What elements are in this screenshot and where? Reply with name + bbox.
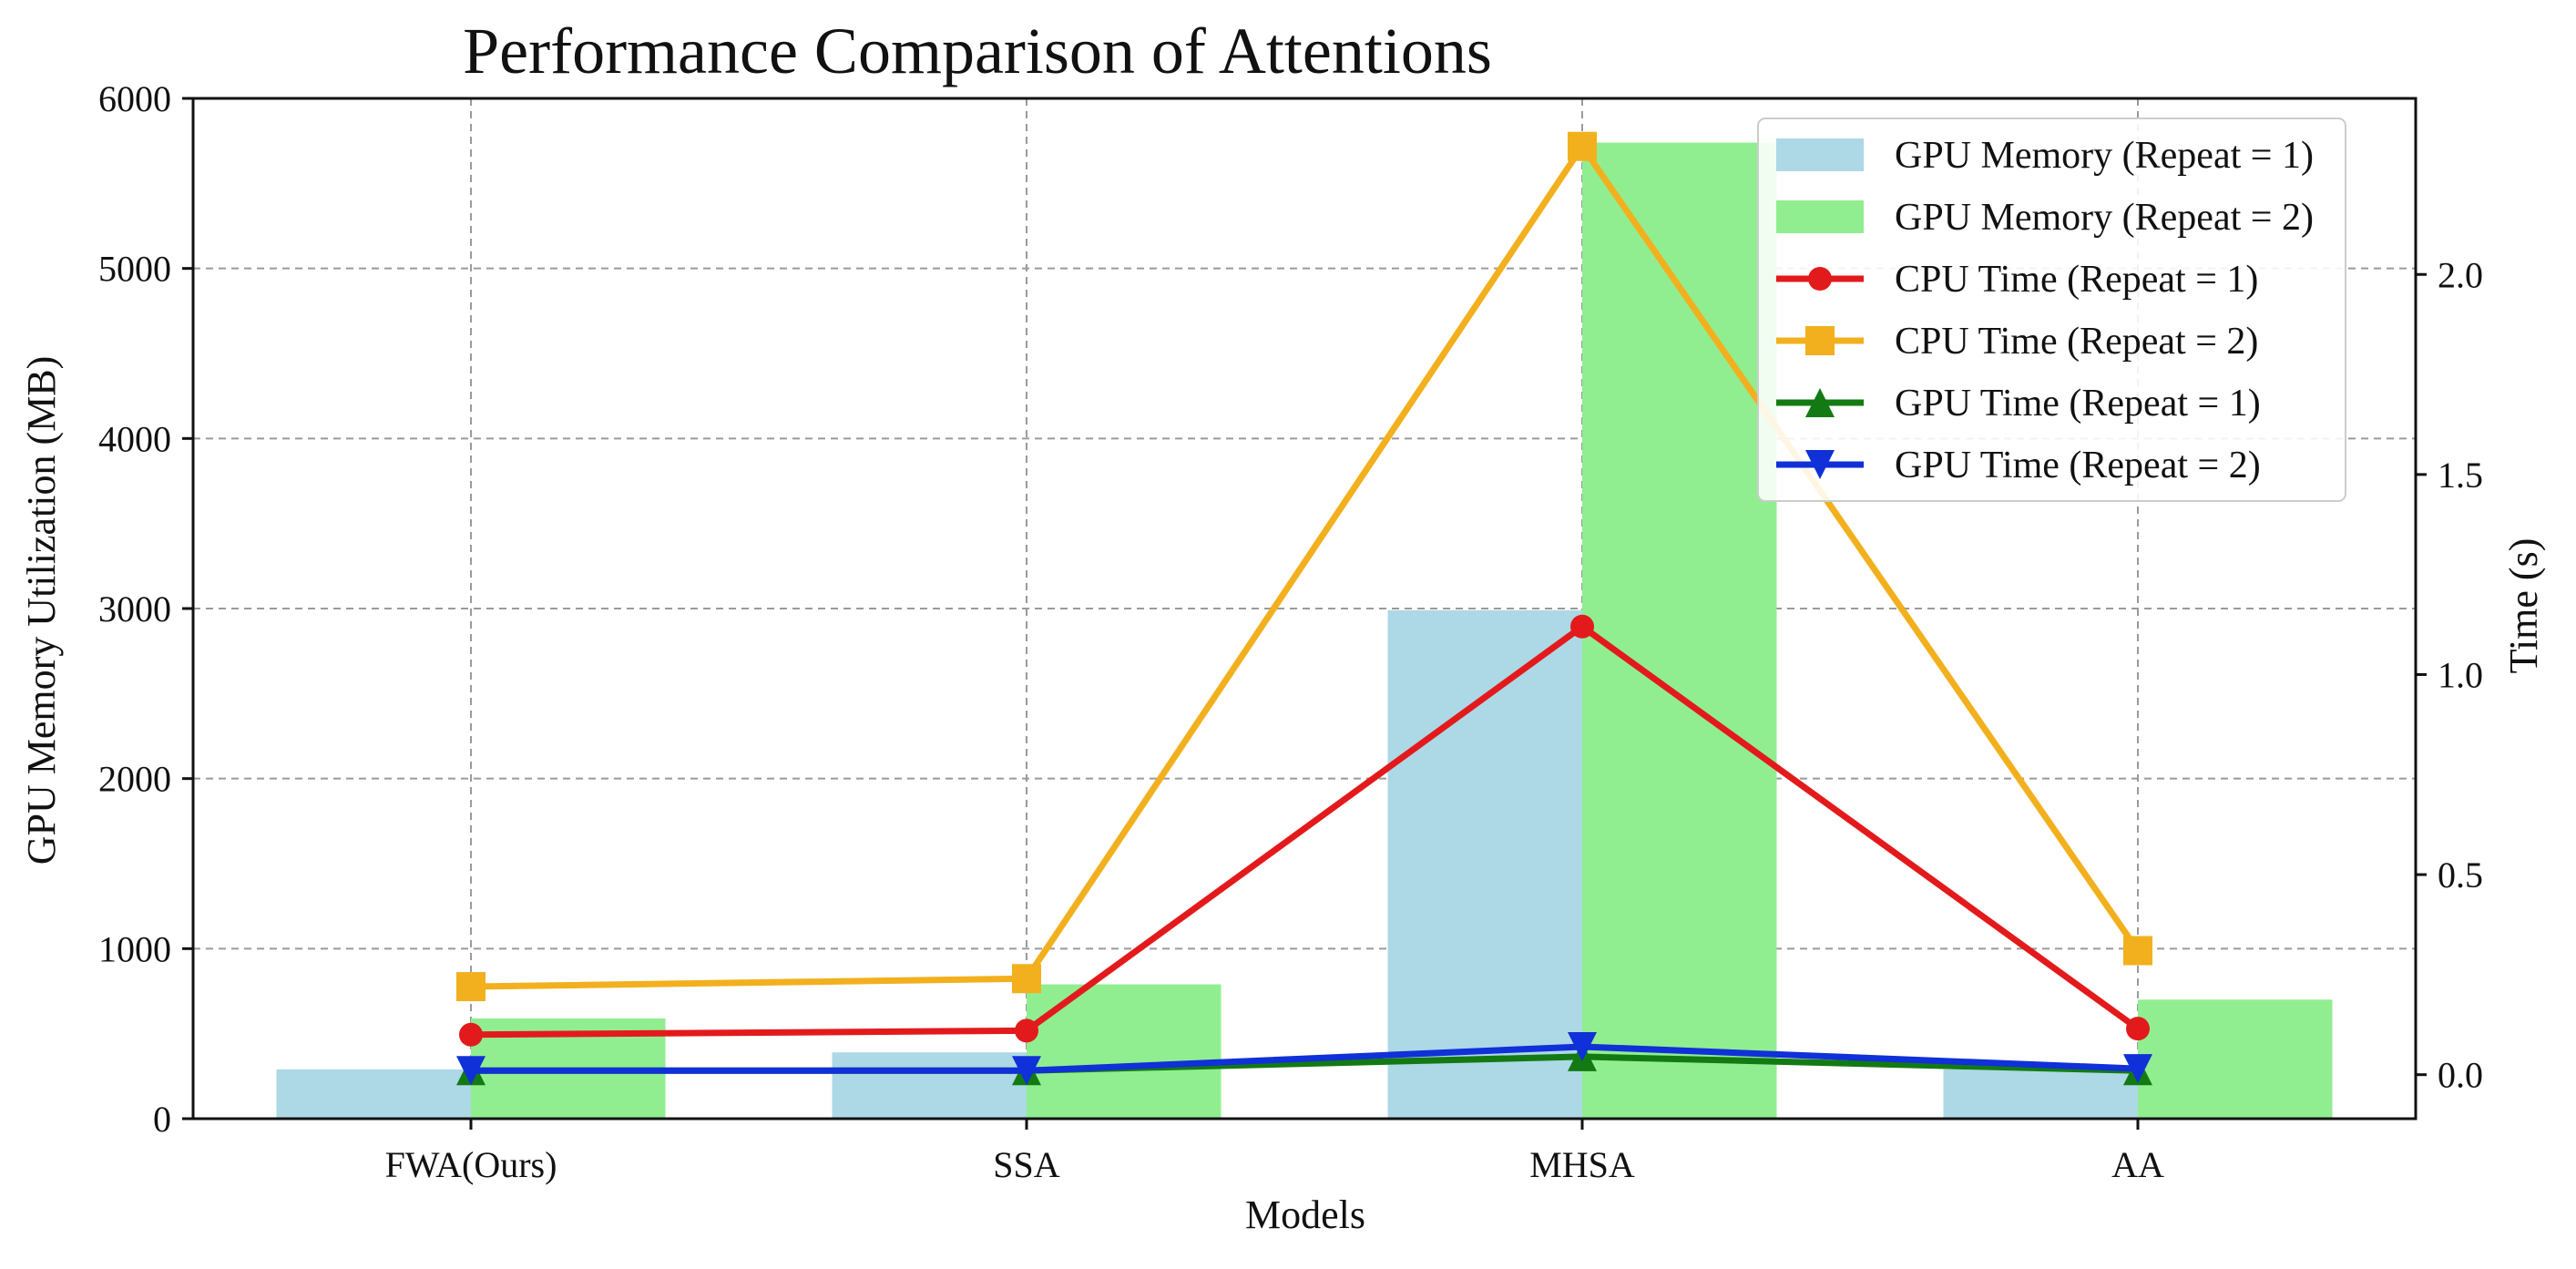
marker-point [1808, 267, 1832, 291]
y-tick-label-right: 1.5 [2438, 455, 2483, 496]
series-line [470, 623, 2141, 1039]
bar [1027, 984, 1222, 1119]
line-series-layer [456, 131, 2152, 1086]
marker-point [456, 972, 486, 1002]
marker-point [1805, 326, 1835, 355]
y-axis-label-left: GPU Memory Utilization (MB) [19, 356, 64, 865]
bar [1387, 609, 1582, 1119]
marker-point [2123, 1054, 2152, 1084]
marker-point [1805, 450, 1835, 479]
axes: 0 1000 2000 3000 4000 5000 6000 0.0 0.5 1.0 1.5 2.0… [98, 78, 2483, 1185]
y-tick-label-right: 0.0 [2438, 1055, 2483, 1096]
marker-point [2126, 1017, 2150, 1041]
y-tick-label-left: 0 [153, 1099, 171, 1140]
y-tick-label-left: 6000 [98, 78, 171, 119]
y-tick-label-right: 0.5 [2438, 855, 2483, 895]
x-tick-label: FWA(Ours) [385, 1144, 557, 1185]
marker-point [2123, 936, 2152, 966]
bar [1943, 1069, 2138, 1119]
legend-label: GPU Time (Repeat = 1) [1895, 383, 2261, 425]
legend-swatch [1776, 200, 1864, 233]
legend-box [1757, 118, 2346, 502]
y-tick-label-left: 4000 [98, 418, 171, 459]
legend-label: GPU Memory (Repeat = 1) [1895, 135, 2314, 177]
y-tick-label-left: 3000 [98, 588, 171, 629]
marker-point [1568, 1031, 1597, 1061]
marker-point [1012, 1056, 1041, 1086]
x-tick-label: AA [2111, 1144, 2164, 1185]
legend-label: CPU Time (Repeat = 1) [1895, 259, 2258, 301]
y-tick-label-left: 2000 [98, 759, 171, 800]
series-line [471, 1043, 2139, 1074]
marker-point [1568, 131, 1597, 161]
bar [1582, 142, 1777, 1120]
legend: GPU Memory (Repeat = 1) GPU Memory (Repea… [1757, 118, 2346, 502]
y-tick-label-left: 1000 [98, 928, 171, 969]
legend-label: GPU Time (Repeat = 2) [1895, 445, 2261, 486]
series-line [470, 143, 2141, 990]
x-axis-label: Models [1245, 1192, 1365, 1237]
y-tick-label-right: 1.0 [2438, 654, 2483, 695]
marker-point [456, 1056, 486, 1086]
bar [832, 1052, 1027, 1119]
legend-label: GPU Memory (Repeat = 2) [1895, 197, 2314, 239]
marker-point [1015, 1018, 1038, 1043]
y-axis-label-right: Time (s) [2501, 538, 2546, 674]
y-tick-label-left: 5000 [98, 249, 171, 290]
x-tick-label: SSA [993, 1144, 1059, 1185]
marker-point [459, 1022, 483, 1047]
bar-series-layer [276, 142, 2333, 1120]
marker-point [1012, 964, 1041, 994]
bar [2138, 999, 2333, 1119]
chart-title: Performance Comparison of Attentions [463, 15, 1492, 87]
x-tick-label: MHSA [1529, 1144, 1635, 1185]
legend-swatch [1776, 138, 1864, 171]
legend-label: CPU Time (Repeat = 2) [1895, 321, 2258, 363]
marker-point [1570, 614, 1594, 639]
marker-point [1805, 388, 1835, 417]
bar [276, 1069, 471, 1119]
y-tick-label-right: 2.0 [2438, 254, 2483, 295]
